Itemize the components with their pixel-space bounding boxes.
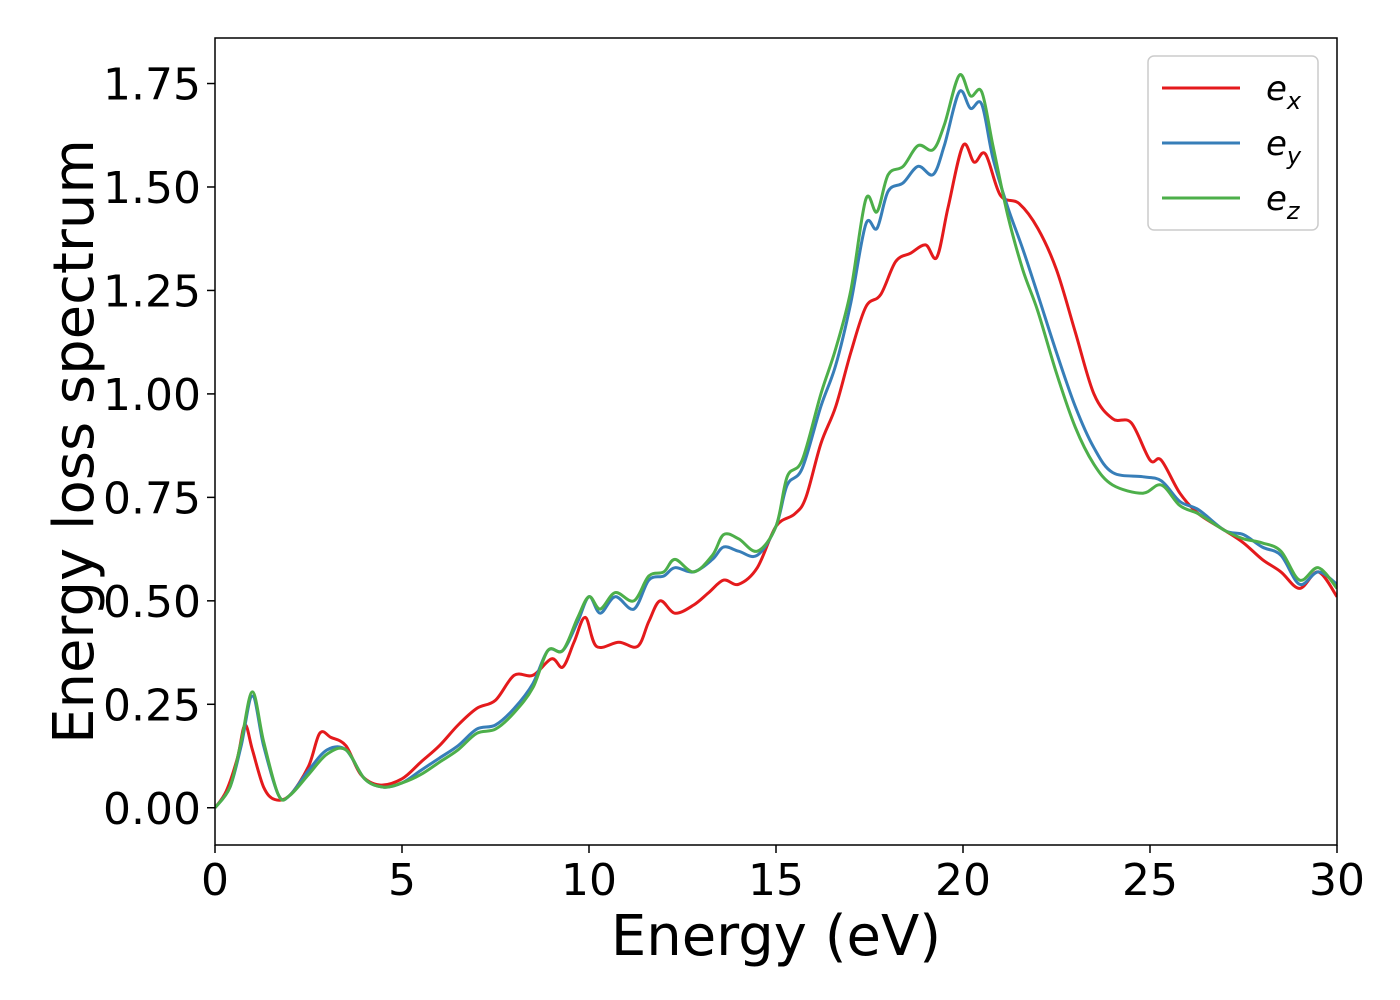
legend-label-y: ey [1266, 124, 1302, 170]
series-line-z [215, 73, 1337, 809]
legend-label-subscript: y [1286, 142, 1302, 170]
series-layer [215, 73, 1337, 809]
y-axis: 0.00 0.25 0.50 0.75 1.00 1.25 1.50 1.75 [103, 60, 215, 835]
x-tick-label: 5 [388, 855, 416, 906]
y-tick-label: 1.00 [103, 370, 201, 421]
x-tick-label: 0 [201, 855, 229, 906]
y-tick-label: 0.25 [103, 680, 201, 731]
legend-label-base: e [1266, 124, 1287, 164]
legend-label-z: ez [1266, 179, 1301, 225]
x-axis: 0 5 10 15 20 25 30 [201, 845, 1365, 906]
y-tick-label: 0.50 [103, 577, 201, 628]
legend-label-base: e [1266, 69, 1287, 109]
legend-label-x: ex [1266, 69, 1302, 115]
y-axis-title: Energy loss spectrum [42, 139, 107, 744]
x-tick-label: 20 [935, 855, 991, 906]
legend-label-subscript: z [1286, 197, 1301, 225]
x-tick-label: 10 [561, 855, 617, 906]
series-line-x [215, 142, 1337, 809]
x-tick-label: 25 [1122, 855, 1178, 906]
y-tick-label: 1.25 [103, 266, 201, 317]
x-axis-title: Energy (eV) [611, 904, 941, 969]
y-tick-label: 1.75 [103, 60, 201, 111]
x-tick-label: 30 [1309, 855, 1365, 906]
y-tick-label: 0.00 [103, 784, 201, 835]
y-tick-label: 1.50 [103, 163, 201, 214]
x-tick-label: 15 [748, 855, 804, 906]
y-tick-label: 0.75 [103, 473, 201, 524]
legend-label-base: e [1266, 179, 1287, 219]
legend-label-subscript: x [1286, 87, 1302, 115]
